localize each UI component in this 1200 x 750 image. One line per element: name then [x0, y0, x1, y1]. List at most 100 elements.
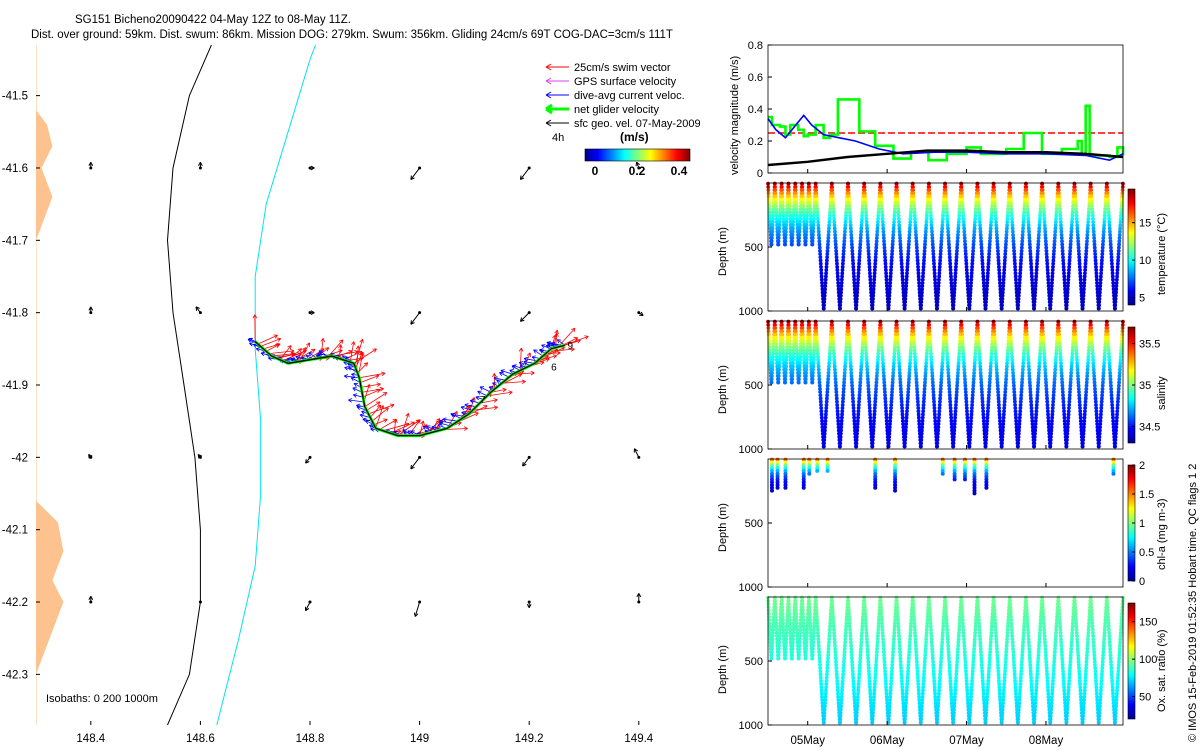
chla-sample [769, 488, 774, 493]
temperature-sample [822, 300, 827, 304]
salinity-sample [862, 326, 867, 330]
salinity-sample [936, 431, 940, 436]
temperature-sample [776, 232, 781, 237]
salinity-sample [826, 367, 831, 372]
temperature-sample [788, 220, 793, 224]
salinity-sample [856, 415, 860, 420]
salinity-sample [834, 383, 838, 388]
salinity-sample [959, 329, 964, 334]
temperature-sample [1072, 184, 1077, 189]
temperature-sample [982, 287, 987, 292]
temperature-sample [1037, 220, 1042, 224]
salinity-sample [798, 358, 802, 362]
salinity-sample [939, 377, 944, 382]
salinity-sample [841, 386, 846, 391]
salinity-sample [983, 444, 988, 449]
temperature-sample [830, 184, 834, 189]
temperature-sample [954, 255, 959, 260]
temperature-sample [781, 220, 786, 224]
salinity-sample [791, 351, 796, 356]
salinity-sample [846, 332, 851, 337]
temperature-sample [848, 213, 852, 218]
temperature-sample [914, 232, 918, 237]
temperature-sample [1111, 277, 1115, 282]
temperature-sample [826, 242, 830, 247]
temperature-sample [906, 245, 911, 250]
temperature-sample [1066, 271, 1071, 276]
temperature-sample [931, 248, 936, 253]
salinity-sample [876, 345, 881, 350]
temperature-sample [823, 287, 827, 292]
salinity-sample [901, 425, 906, 430]
salinity-sample [770, 364, 775, 369]
temperature-sample [1045, 261, 1050, 266]
temperature-sample [777, 216, 782, 221]
temperature-sample [915, 248, 919, 253]
salinity-sample [903, 431, 908, 436]
sfc-vector-origin [198, 600, 202, 604]
salinity-sample [800, 322, 805, 327]
map-x-tick-label: 149 [410, 733, 429, 745]
temperature-sample [788, 213, 793, 218]
temperature-sample [949, 284, 954, 288]
temperature-sample [1113, 296, 1118, 301]
salinity-sample [842, 380, 847, 385]
temperature-sample [1065, 290, 1070, 295]
temperature-sample [1073, 194, 1078, 199]
temperature-sample [903, 293, 908, 298]
temperature-sample [879, 204, 884, 208]
temperature-sample [822, 303, 826, 308]
temperature-sample [1067, 268, 1071, 272]
temperature-sample [1025, 197, 1029, 202]
temperature-sample [874, 239, 879, 244]
temperature-sample [1017, 284, 1022, 288]
salinity-sample [791, 354, 796, 359]
salinity-sample [771, 348, 776, 353]
temperature-sample [1037, 226, 1042, 231]
salinity-sample [842, 370, 847, 375]
temperature-sample [841, 245, 846, 250]
salinity-sample [907, 374, 912, 378]
temperature-sample [955, 236, 960, 240]
temperature-sample [796, 242, 801, 247]
temperature-sample [854, 306, 859, 311]
temperature-sample [891, 223, 896, 228]
salinity-sample [932, 402, 937, 407]
temperature-sample [1067, 255, 1072, 260]
temperature-sample [1048, 306, 1053, 311]
salinity-sample [887, 431, 892, 436]
salinity-sample [798, 348, 803, 353]
temperature-sample [946, 226, 950, 231]
sfc-vector [88, 453, 93, 459]
salinity-sample [928, 335, 932, 340]
temperature-sample [980, 261, 985, 266]
temperature-sample [818, 255, 823, 260]
temperature-sample [1028, 252, 1033, 256]
temperature-sample [836, 277, 840, 282]
temperature-sample [1084, 252, 1089, 256]
temperature-sample [848, 226, 853, 231]
temperature-sample [1092, 236, 1097, 240]
salinity-sample [932, 406, 937, 410]
salinity-sample [931, 393, 936, 398]
temperature-sample [939, 239, 944, 244]
temperature-sample [914, 239, 919, 244]
temperature-sample [1094, 277, 1099, 282]
temperature-sample [920, 290, 924, 295]
temperature-sample [992, 200, 997, 205]
salinity-sample [970, 393, 975, 398]
salinity-sample [951, 441, 956, 446]
temperature-sample [1077, 261, 1082, 266]
salinity-sample [888, 418, 893, 423]
temperature-sample [880, 210, 885, 215]
temperature-sample [855, 284, 860, 288]
salinity-sample [884, 422, 889, 426]
temperature-sample [1113, 300, 1118, 304]
salinity-sample [839, 422, 844, 426]
temperature-sample [1033, 284, 1038, 288]
temperature-sample [930, 239, 935, 244]
temperature-sample [908, 210, 913, 215]
temperature-sample [994, 232, 999, 237]
swim-vector [354, 338, 364, 366]
temperature-sample [911, 197, 916, 202]
